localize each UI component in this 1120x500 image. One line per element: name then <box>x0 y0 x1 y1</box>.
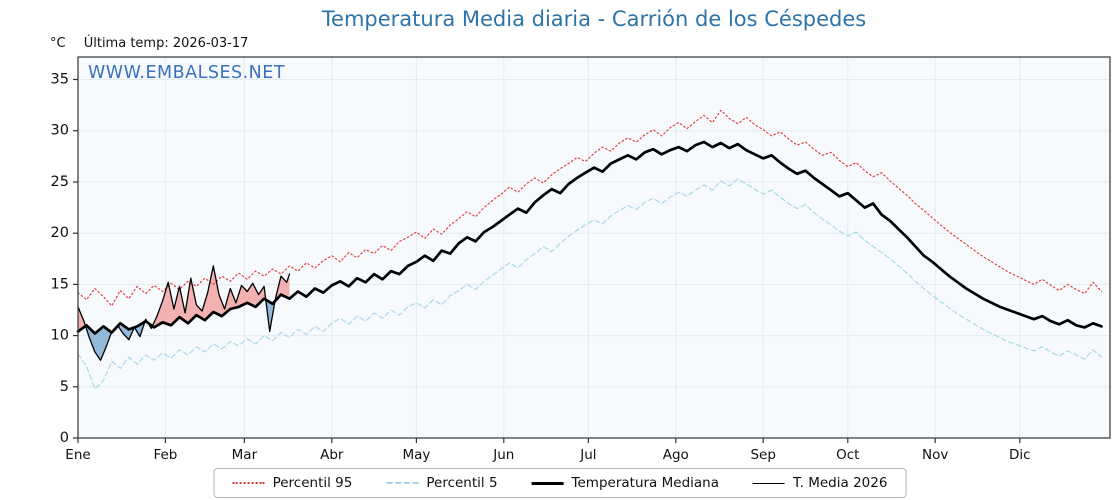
t-media-2026-line-sample <box>753 482 785 484</box>
svg-text:5: 5 <box>60 379 69 395</box>
svg-text:Mar: Mar <box>232 447 258 462</box>
y-axis-unit-label: °C <box>50 36 66 51</box>
legend-label-percentil-95: Percentil 95 <box>272 475 353 491</box>
legend-label-percentil-5: Percentil 5 <box>426 475 498 491</box>
percentil-95-line-sample <box>232 482 265 484</box>
svg-text:25: 25 <box>51 174 69 190</box>
legend-label-t-media-2026: T. Media 2026 <box>793 475 888 491</box>
svg-text:0: 0 <box>60 430 69 446</box>
last-temp-label: Última temp: 2026-03-17 <box>83 36 249 51</box>
svg-text:35: 35 <box>51 72 69 88</box>
svg-text:Nov: Nov <box>922 447 948 462</box>
percentil-5-line-sample <box>386 482 419 484</box>
svg-text:Ene: Ene <box>65 447 90 462</box>
chart-title: Temperatura Media diaria - Carrión de lo… <box>321 7 867 31</box>
chart-plot-area: 0 5 10 15 20 25 30 35 Ene Feb Mar Abr May Jun Jul Ago Se… <box>51 56 1111 462</box>
legend-item-mediana: Temperatura Mediana <box>531 475 719 491</box>
svg-text:Ago: Ago <box>663 447 689 462</box>
svg-text:May: May <box>402 447 430 462</box>
legend: Percentil 95 Percentil 5 Temperatura Med… <box>213 468 907 498</box>
svg-text:15: 15 <box>51 276 69 292</box>
legend-item-percentil-5: Percentil 5 <box>386 475 498 491</box>
svg-text:Feb: Feb <box>153 447 177 462</box>
temperatura-mediana-line-sample <box>531 481 564 485</box>
legend-item-t-media-2026: T. Media 2026 <box>753 475 887 491</box>
legend-label-mediana: Temperatura Mediana <box>571 475 719 491</box>
chart-subheader: °C Última temp: 2026-03-17 <box>50 36 248 51</box>
watermark: WWW.EMBALSES.NET <box>88 63 286 83</box>
svg-text:Sep: Sep <box>750 447 775 462</box>
legend-item-percentil-95: Percentil 95 <box>232 475 353 491</box>
svg-text:30: 30 <box>51 123 69 139</box>
svg-text:10: 10 <box>51 328 69 344</box>
svg-text:Jul: Jul <box>579 447 596 462</box>
svg-text:Abr: Abr <box>320 447 344 462</box>
svg-text:Jun: Jun <box>492 447 514 462</box>
svg-text:Oct: Oct <box>836 447 859 462</box>
svg-text:Dic: Dic <box>1009 447 1031 462</box>
svg-text:20: 20 <box>51 225 69 241</box>
